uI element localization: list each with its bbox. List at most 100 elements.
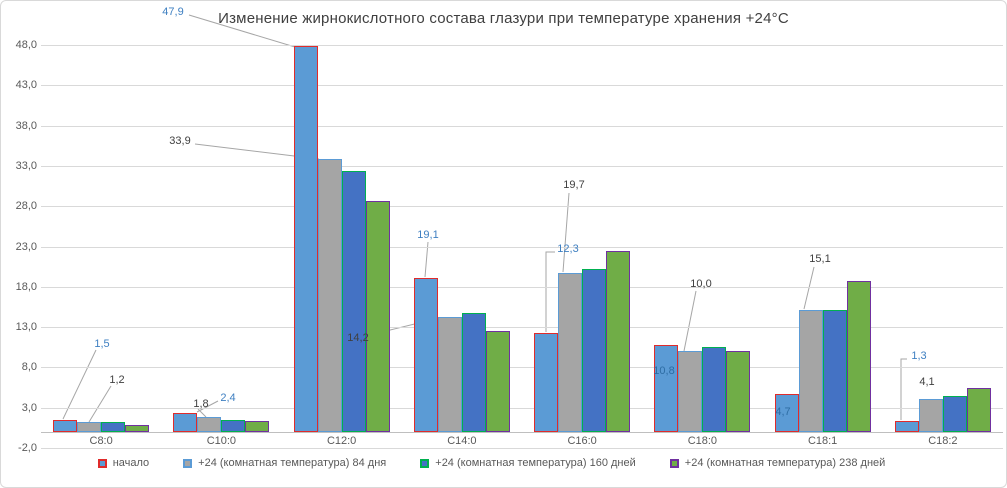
legend-item-series4: +24 (комнатная температура) 238 дней [669,457,886,469]
bar-series2-C18:2 [918,398,943,432]
gridline [41,286,1003,288]
legend-item-series1: начало [97,457,150,469]
gridline [41,327,1003,329]
bar-series3-C18:0 [702,347,727,432]
y-axis-tick-label: 23,0 [15,240,37,253]
y-axis-tick-label: 48,0 [15,39,37,51]
legend-swatch-icon [183,458,193,468]
data-label-series1-C16:0: 12,3 [557,243,579,255]
y-axis-tick-label: 28,0 [15,200,37,213]
data-label-series1-C12:0: 47,9 [162,6,184,18]
bar-series3-C10:0 [221,419,246,432]
data-label-series1-C14:0: 19,1 [417,229,439,241]
data-label-leader-line [197,408,207,418]
legend-swatch-icon [420,458,430,468]
gridline [41,367,1003,369]
data-label-series2-C16:0: 19,7 [563,179,585,191]
gridline [41,125,1003,127]
x-axis-category-label: C18:2 [928,435,958,447]
bar-series4-C18:0 [726,351,751,432]
gridline [41,85,1003,87]
legend-swatch-icon [97,458,107,468]
gridline [41,448,1003,449]
gridline [41,246,1003,248]
bar-series1-C8:0 [53,419,78,432]
gridline [41,206,1003,208]
data-label-series1-C18:2: 1,3 [911,350,927,362]
legend-item-series3: +24 (комнатная температура) 160 дней [420,457,636,469]
data-label-series2-C10:0: 1,8 [193,398,209,410]
x-axis-category-label: C8:0 [89,435,113,447]
data-label-series2-C12:0: 33,9 [169,135,191,147]
gridline [41,45,1003,46]
legend-swatch-icon [669,458,679,468]
bar-series3-C12:0 [341,170,366,432]
x-axis-category-label: C10:0 [206,435,237,447]
data-label-series2-C18:2: 4,1 [919,376,935,388]
bar-series4-C14:0 [485,331,510,432]
bar-series2-C14:0 [437,317,462,432]
legend-label: +24 (комнатная температура) 238 дней [684,457,886,469]
data-label-series1-C18:1: 4,7 [775,406,791,418]
bar-series4-C8:0 [125,425,150,432]
y-axis-tick-label: 8,0 [21,361,37,374]
y-axis-tick-label: 18,0 [15,280,37,293]
x-axis-category-label: C12:0 [326,435,357,447]
data-label-leader-line [562,192,570,273]
bar-series1-C18:1 [774,393,799,432]
data-label-series2-C14:0: 14,2 [347,332,369,344]
bar-series1-C10:0 [173,412,198,432]
x-axis-line [41,431,1003,433]
x-axis-category-label: C16:0 [567,435,597,447]
data-label-series2-C8:0: 1,2 [109,374,125,386]
bar-series3-C14:0 [461,313,486,432]
data-label-leader-line [803,266,815,310]
legend-label: +24 (комнатная температура) 160 дней [435,457,636,469]
gridline [41,165,1003,167]
y-axis-tick-label: 13,0 [15,321,37,334]
data-label-series2-C18:1: 15,1 [809,253,831,265]
bar-series1-C16:0 [534,332,559,432]
data-label-series2-C18:0: 10,0 [690,278,712,290]
bar-series3-C8:0 [101,422,126,432]
bar-series1-C14:0 [413,277,438,432]
bar-series2-C18:1 [798,310,823,432]
bar-series3-C18:1 [822,310,847,432]
legend-item-series2: +24 (комнатная температура) 84 дня [183,457,386,469]
y-axis-tick-label: 3,0 [21,401,37,414]
x-axis-category-label: C18:1 [807,435,838,447]
bar-series1-C12:0 [293,45,318,432]
bar-series1-C18:2 [894,421,919,432]
bar-series2-C12:0 [317,158,342,432]
legend: начало +24 (комнатная температура) 84 дня… [1,457,994,469]
bar-series2-C18:0 [678,351,703,432]
data-label-series1-C10:0: 2,4 [220,392,236,404]
data-label-series1-C8:0: 1,5 [94,338,110,350]
bar-series4-C18:1 [846,281,871,432]
bar-series4-C16:0 [606,250,631,432]
chart-title: Изменение жирнокислотного состава глазур… [218,10,789,27]
x-axis-category-label: C18:0 [687,435,718,447]
gridline [41,407,1003,409]
x-axis-category-label: C14:0 [447,435,477,447]
y-axis-tick-label: -2,0 [18,442,37,454]
y-axis-tick-label: 33,0 [15,159,37,172]
bar-series3-C18:2 [942,396,967,432]
data-label-leader-line [545,251,555,332]
data-label-leader-line [88,385,112,423]
bar-series2-C16:0 [558,273,583,432]
bar-series4-C12:0 [365,200,390,432]
bar-series2-C10:0 [197,417,222,432]
y-axis-tick-label: 38,0 [15,119,37,132]
data-label-leader-line [683,290,697,352]
bar-series2-C8:0 [77,422,102,432]
bar-series3-C16:0 [582,269,607,432]
legend-label: +24 (комнатная температура) 84 дня [198,457,387,469]
data-label-series1-C18:0: 10,8 [653,365,675,377]
y-axis-tick-label: 43,0 [15,79,37,92]
bar-series1-C18:0 [654,344,679,432]
legend-label: начало [112,457,150,469]
bar-series4-C18:2 [966,388,991,432]
bar-series4-C10:0 [245,421,270,432]
